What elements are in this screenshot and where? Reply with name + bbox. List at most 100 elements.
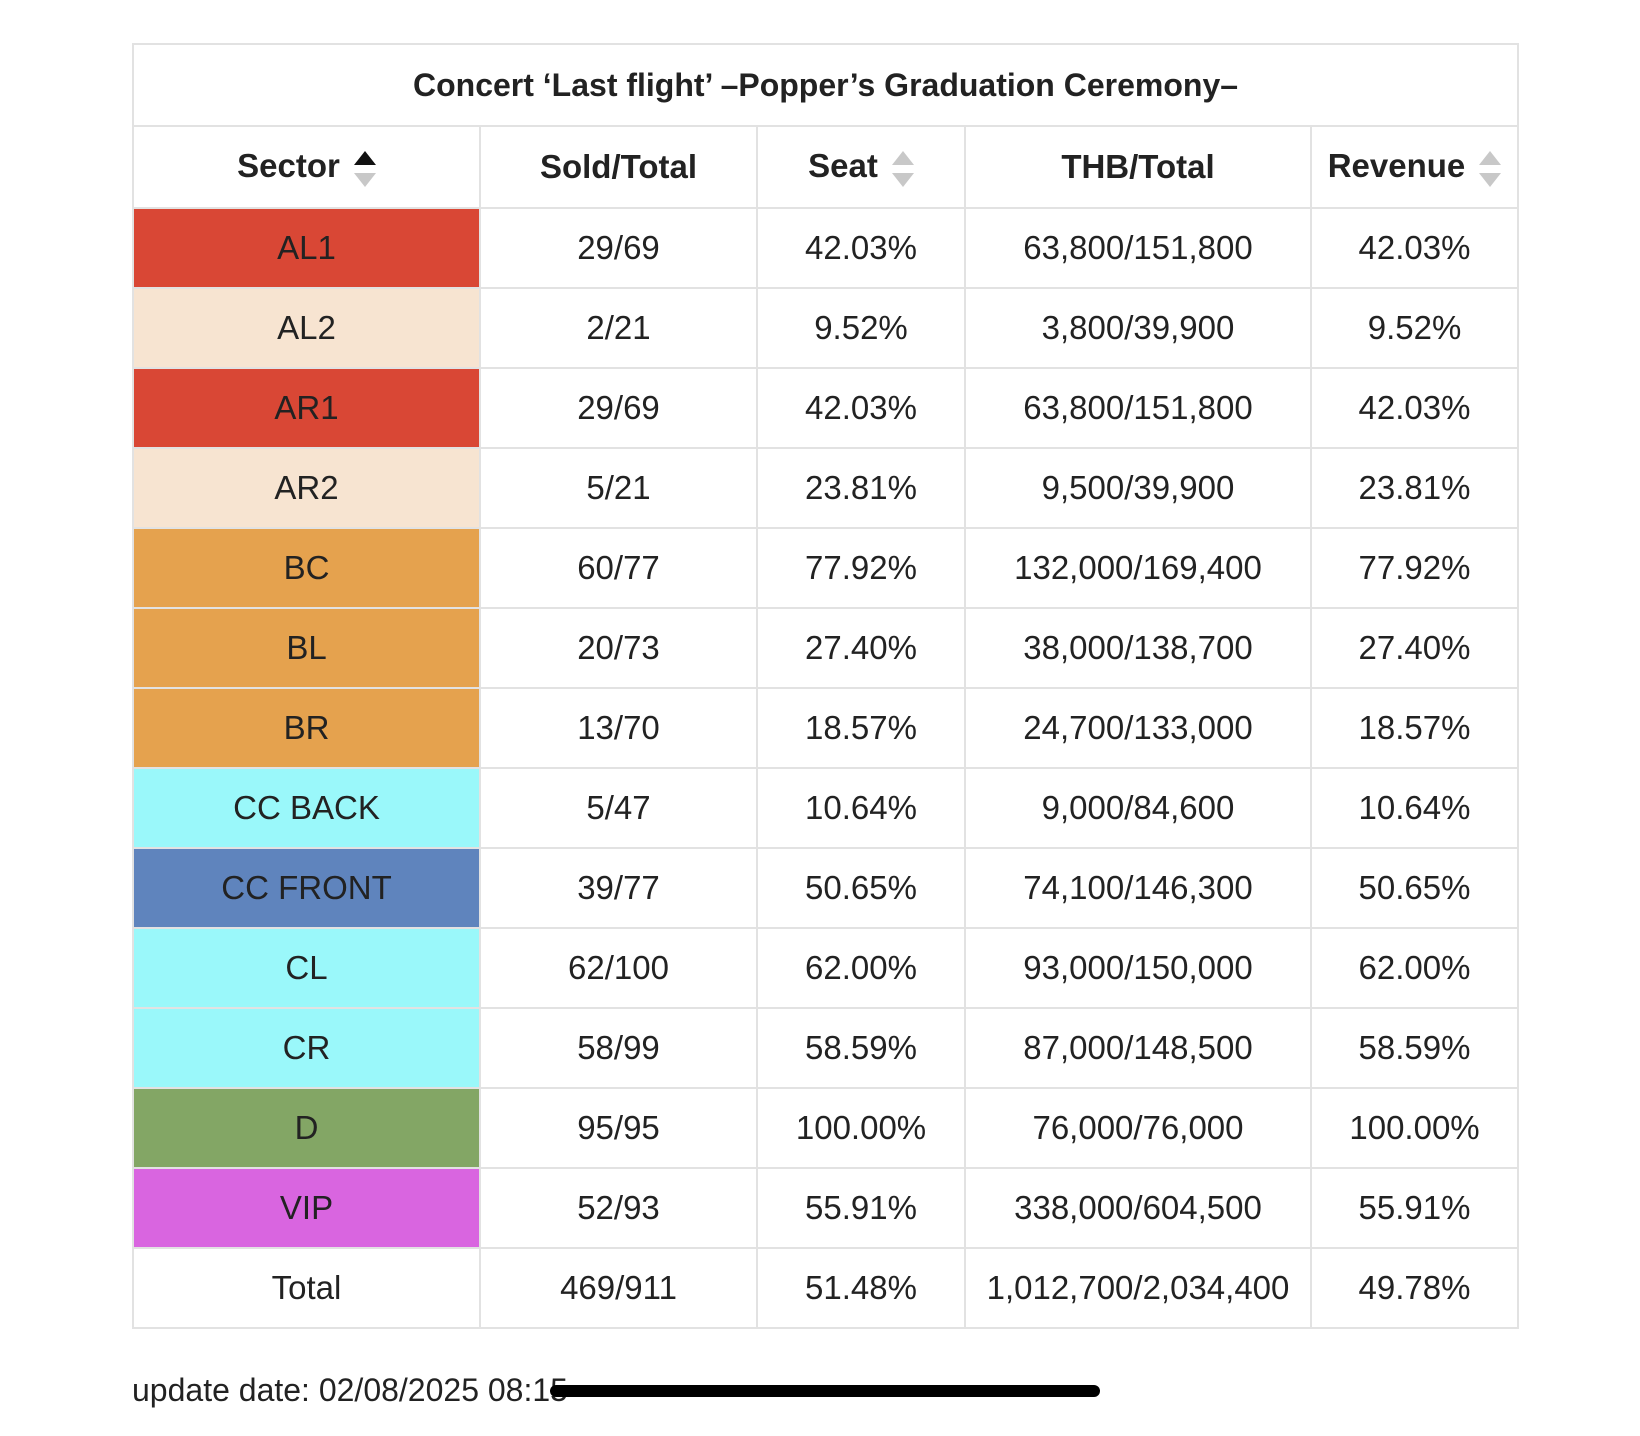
sort-descending-icon: [1479, 172, 1502, 187]
table-row: AL2 2/21 9.52% 3,800/39,900 9.52%: [132, 287, 1520, 369]
table-row: CR 58/99 58.59% 87,000/148,500 58.59%: [132, 1007, 1520, 1089]
sold-total-cell: 29/69: [479, 367, 758, 449]
revenue-cell: 9.52%: [1309, 287, 1520, 369]
sector-cell: D: [132, 1087, 481, 1169]
seat-cell: 27.40%: [756, 607, 966, 689]
total-sector-cell: Total: [132, 1247, 481, 1329]
table-body: AL1 29/69 42.03% 63,800/151,800 42.03% AL2 2/2…: [132, 207, 1520, 1329]
revenue-cell: 50.65%: [1309, 847, 1520, 929]
sold-total-cell: 39/77: [479, 847, 758, 929]
seat-cell: 10.64%: [756, 767, 966, 849]
sort-icon[interactable]: [891, 150, 914, 187]
sort-descending-icon: [353, 172, 376, 187]
revenue-cell: 77.92%: [1309, 527, 1520, 609]
header-row: Sector Sold/Total Seat THB/Total Revenue: [132, 125, 1520, 209]
seat-cell: 23.81%: [756, 447, 966, 529]
thb-total-cell: 63,800/151,800: [964, 367, 1312, 449]
revenue-cell: 55.91%: [1309, 1167, 1520, 1249]
home-indicator-bar[interactable]: [550, 1385, 1100, 1397]
revenue-cell: 42.03%: [1309, 207, 1520, 289]
sector-cell: AR2: [132, 447, 481, 529]
seat-cell: 42.03%: [756, 367, 966, 449]
sort-ascending-icon: [891, 150, 914, 165]
total-sold-total-cell: 469/911: [479, 1247, 758, 1329]
table-row: CC BACK 5/47 10.64% 9,000/84,600 10.64%: [132, 767, 1520, 849]
seat-cell: 77.92%: [756, 527, 966, 609]
total-seat-cell: 51.48%: [756, 1247, 966, 1329]
revenue-cell: 27.40%: [1309, 607, 1520, 689]
column-header-label: Seat: [808, 147, 878, 185]
sold-total-cell: 13/70: [479, 687, 758, 769]
seat-cell: 42.03%: [756, 207, 966, 289]
sold-total-cell: 52/93: [479, 1167, 758, 1249]
update-date-text: update date: 02/08/2025 08:15: [132, 1372, 568, 1408]
seat-cell: 58.59%: [756, 1007, 966, 1089]
sort-descending-icon: [891, 172, 914, 187]
table-row: D 95/95 100.00% 76,000/76,000 100.00%: [132, 1087, 1520, 1169]
sort-ascending-icon: [1479, 150, 1502, 165]
sales-table: Concert ‘Last flight’ –Popper’s Graduati…: [131, 43, 1520, 1329]
sector-cell: CR: [132, 1007, 481, 1089]
column-header-label: THB/Total: [1061, 148, 1215, 185]
thb-total-cell: 132,000/169,400: [964, 527, 1312, 609]
table-row: AR2 5/21 23.81% 9,500/39,900 23.81%: [132, 447, 1520, 529]
column-header-seat[interactable]: Seat: [756, 125, 966, 209]
thb-total-cell: 9,000/84,600: [964, 767, 1312, 849]
seat-cell: 62.00%: [756, 927, 966, 1009]
table-row: AR1 29/69 42.03% 63,800/151,800 42.03%: [132, 367, 1520, 449]
column-header-sector[interactable]: Sector: [132, 125, 481, 209]
sector-cell: AL1: [132, 207, 481, 289]
column-header-revenue[interactable]: Revenue: [1309, 125, 1520, 209]
sector-cell: CC FRONT: [132, 847, 481, 929]
total-thb-total-cell: 1,012,700/2,034,400: [964, 1247, 1312, 1329]
table-row: CC FRONT 39/77 50.65% 74,100/146,300 50.65%: [132, 847, 1520, 929]
sort-icon[interactable]: [1479, 150, 1502, 187]
thb-total-cell: 3,800/39,900: [964, 287, 1312, 369]
thb-total-cell: 87,000/148,500: [964, 1007, 1312, 1089]
thb-total-cell: 24,700/133,000: [964, 687, 1312, 769]
total-row: Total 469/911 51.48% 1,012,700/2,034,400 49.…: [132, 1247, 1520, 1329]
total-revenue-cell: 49.78%: [1309, 1247, 1520, 1329]
sold-total-cell: 58/99: [479, 1007, 758, 1089]
seat-cell: 55.91%: [756, 1167, 966, 1249]
sold-total-cell: 95/95: [479, 1087, 758, 1169]
thb-total-cell: 74,100/146,300: [964, 847, 1312, 929]
thb-total-cell: 63,800/151,800: [964, 207, 1312, 289]
table-title: Concert ‘Last flight’ –Popper’s Graduati…: [131, 43, 1520, 127]
thb-total-cell: 9,500/39,900: [964, 447, 1312, 529]
table-row: VIP 52/93 55.91% 338,000/604,500 55.91%: [132, 1167, 1520, 1249]
thb-total-cell: 338,000/604,500: [964, 1167, 1312, 1249]
column-header-thb-total: THB/Total: [964, 125, 1312, 209]
revenue-cell: 62.00%: [1309, 927, 1520, 1009]
sold-total-cell: 5/21: [479, 447, 758, 529]
revenue-cell: 42.03%: [1309, 367, 1520, 449]
sold-total-cell: 2/21: [479, 287, 758, 369]
sales-table-container: Concert ‘Last flight’ –Popper’s Graduati…: [131, 43, 1520, 1329]
table-row: BL 20/73 27.40% 38,000/138,700 27.40%: [132, 607, 1520, 689]
revenue-cell: 23.81%: [1309, 447, 1520, 529]
sector-cell: BL: [132, 607, 481, 689]
sold-total-cell: 5/47: [479, 767, 758, 849]
table-row: CL 62/100 62.00% 93,000/150,000 62.00%: [132, 927, 1520, 1009]
sector-cell: CC BACK: [132, 767, 481, 849]
revenue-cell: 100.00%: [1309, 1087, 1520, 1169]
sort-ascending-icon: [353, 150, 376, 165]
thb-total-cell: 38,000/138,700: [964, 607, 1312, 689]
table-row: BR 13/70 18.57% 24,700/133,000 18.57%: [132, 687, 1520, 769]
column-header-label: Sector: [237, 147, 340, 185]
sector-cell: BR: [132, 687, 481, 769]
revenue-cell: 18.57%: [1309, 687, 1520, 769]
sold-total-cell: 20/73: [479, 607, 758, 689]
column-header-sold-total: Sold/Total: [479, 125, 758, 209]
sold-total-cell: 29/69: [479, 207, 758, 289]
column-header-label: Sold/Total: [539, 148, 698, 185]
sector-cell: BC: [132, 527, 481, 609]
sector-cell: VIP: [132, 1167, 481, 1249]
sort-icon[interactable]: [353, 150, 376, 187]
revenue-cell: 58.59%: [1309, 1007, 1520, 1089]
seat-cell: 9.52%: [756, 287, 966, 369]
seat-cell: 18.57%: [756, 687, 966, 769]
column-header-label: Revenue: [1327, 147, 1466, 185]
sector-cell: AR1: [132, 367, 481, 449]
table-row: BC 60/77 77.92% 132,000/169,400 77.92%: [132, 527, 1520, 609]
